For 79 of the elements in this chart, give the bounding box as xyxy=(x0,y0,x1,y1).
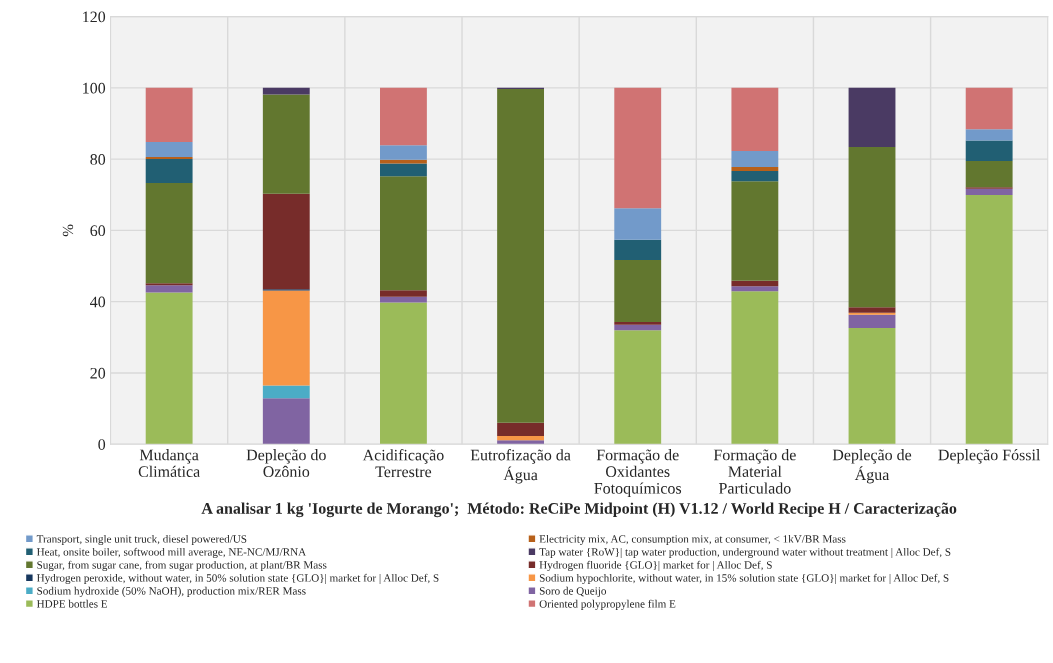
bar xyxy=(497,440,545,445)
x-tick-label: Formação de Oxidantes Fotoquímicos xyxy=(594,449,682,497)
bar xyxy=(614,321,662,325)
legend-label: Tap water {RoW}| tap water production, underground water without treatment | Alloc Def, S xyxy=(539,547,951,559)
bar xyxy=(731,181,779,281)
bar xyxy=(497,88,545,423)
bar xyxy=(262,94,310,194)
bar xyxy=(614,87,662,209)
bar xyxy=(614,239,662,260)
bar xyxy=(262,193,310,290)
bar xyxy=(380,87,427,146)
bar xyxy=(145,183,193,284)
legend-label: Sugar, from sugar cane, from sugar production, at plant/BR Mass xyxy=(37,560,327,572)
bar xyxy=(614,330,662,445)
y-axis-title: % xyxy=(62,224,74,237)
bar xyxy=(380,302,427,445)
legend-label: Heat, onsite boiler, softwood mill average, NE-NC/MJ/RNA xyxy=(36,547,307,559)
bar xyxy=(848,312,896,315)
legend-label: Hydrogen fluoride {GLO}| market for | Alloc Def, S xyxy=(539,560,772,572)
x-tick-label: Acidificação Terrestre xyxy=(362,449,444,478)
bar xyxy=(497,436,545,441)
bar xyxy=(614,208,662,240)
bar xyxy=(848,314,896,329)
bar xyxy=(731,166,779,171)
bar xyxy=(731,170,779,182)
bar xyxy=(380,145,427,160)
x-axis-title: A analisar 1 kg 'Iogurte de Morango'; Método: ReCiPe Midpoint (H) V1.12 / World Recipe H / Caracterização xyxy=(201,502,957,518)
bar xyxy=(965,140,1013,161)
bar xyxy=(262,290,310,386)
legend-label: Oriented polypropylene film E xyxy=(539,599,676,610)
x-tick-label: Eutrofização da Água xyxy=(470,449,571,484)
bar xyxy=(614,324,662,331)
bar xyxy=(380,163,427,177)
bar xyxy=(965,160,1013,188)
bar xyxy=(848,328,896,445)
y-tick-label: 100 xyxy=(83,82,106,94)
legend-label: Transport, single unit truck, diesel powered/US xyxy=(36,534,247,546)
bar xyxy=(380,176,427,291)
bar xyxy=(145,159,193,183)
x-tick-label: Depleção de Água xyxy=(832,449,912,484)
y-tick-label: 20 xyxy=(90,367,106,379)
bar xyxy=(614,259,662,322)
y-tick-label: 0 xyxy=(98,439,106,450)
y-tick-label: 80 xyxy=(90,154,106,165)
bar xyxy=(262,87,310,95)
legend-label: Soro de Queijo xyxy=(539,586,607,597)
bar xyxy=(145,87,193,143)
bar xyxy=(262,398,310,445)
bar xyxy=(731,150,779,167)
bar xyxy=(965,129,1013,141)
y-tick-label: 40 xyxy=(90,296,106,308)
bar xyxy=(262,385,310,399)
bar xyxy=(731,291,779,445)
bar xyxy=(145,156,193,160)
bar xyxy=(145,142,193,157)
bar xyxy=(848,87,896,147)
bar xyxy=(731,87,779,151)
bar xyxy=(965,87,1013,130)
legend-label: HDPE bottles E xyxy=(36,599,108,608)
bar xyxy=(731,286,779,292)
bar xyxy=(145,285,193,293)
bar xyxy=(497,422,545,437)
legend-label: Hydrogen peroxide, without water, in 50% solution state {GLO}| market for | Alloc Def, S xyxy=(36,573,439,585)
y-tick-label: 60 xyxy=(90,225,106,237)
x-tick-label: Formação de Material Particulado xyxy=(713,449,796,494)
bar xyxy=(965,195,1013,445)
bar xyxy=(145,283,193,286)
x-tick-label: Depleção Fóssil xyxy=(938,449,1041,464)
y-tick-label: 120 xyxy=(83,11,106,23)
legend-label: Sodium hypochlorite, without water, in 15% solution state {GLO}| market for | Alloc Def, S xyxy=(539,573,949,585)
bar xyxy=(848,147,896,308)
bar xyxy=(965,188,1013,196)
bar xyxy=(145,292,193,445)
bar xyxy=(848,307,896,313)
x-tick-label: Depleção do Ozônio xyxy=(246,449,326,478)
legend-label: Electricity mix, AC, consumption mix, at consumer, < 1kV/BR Mass xyxy=(539,534,846,546)
legend-label: Sodium hydroxide (50% NaOH), production mix/RER Mass xyxy=(37,586,306,597)
x-tick-label: Mudança Climática xyxy=(138,449,200,478)
bar xyxy=(380,290,427,297)
